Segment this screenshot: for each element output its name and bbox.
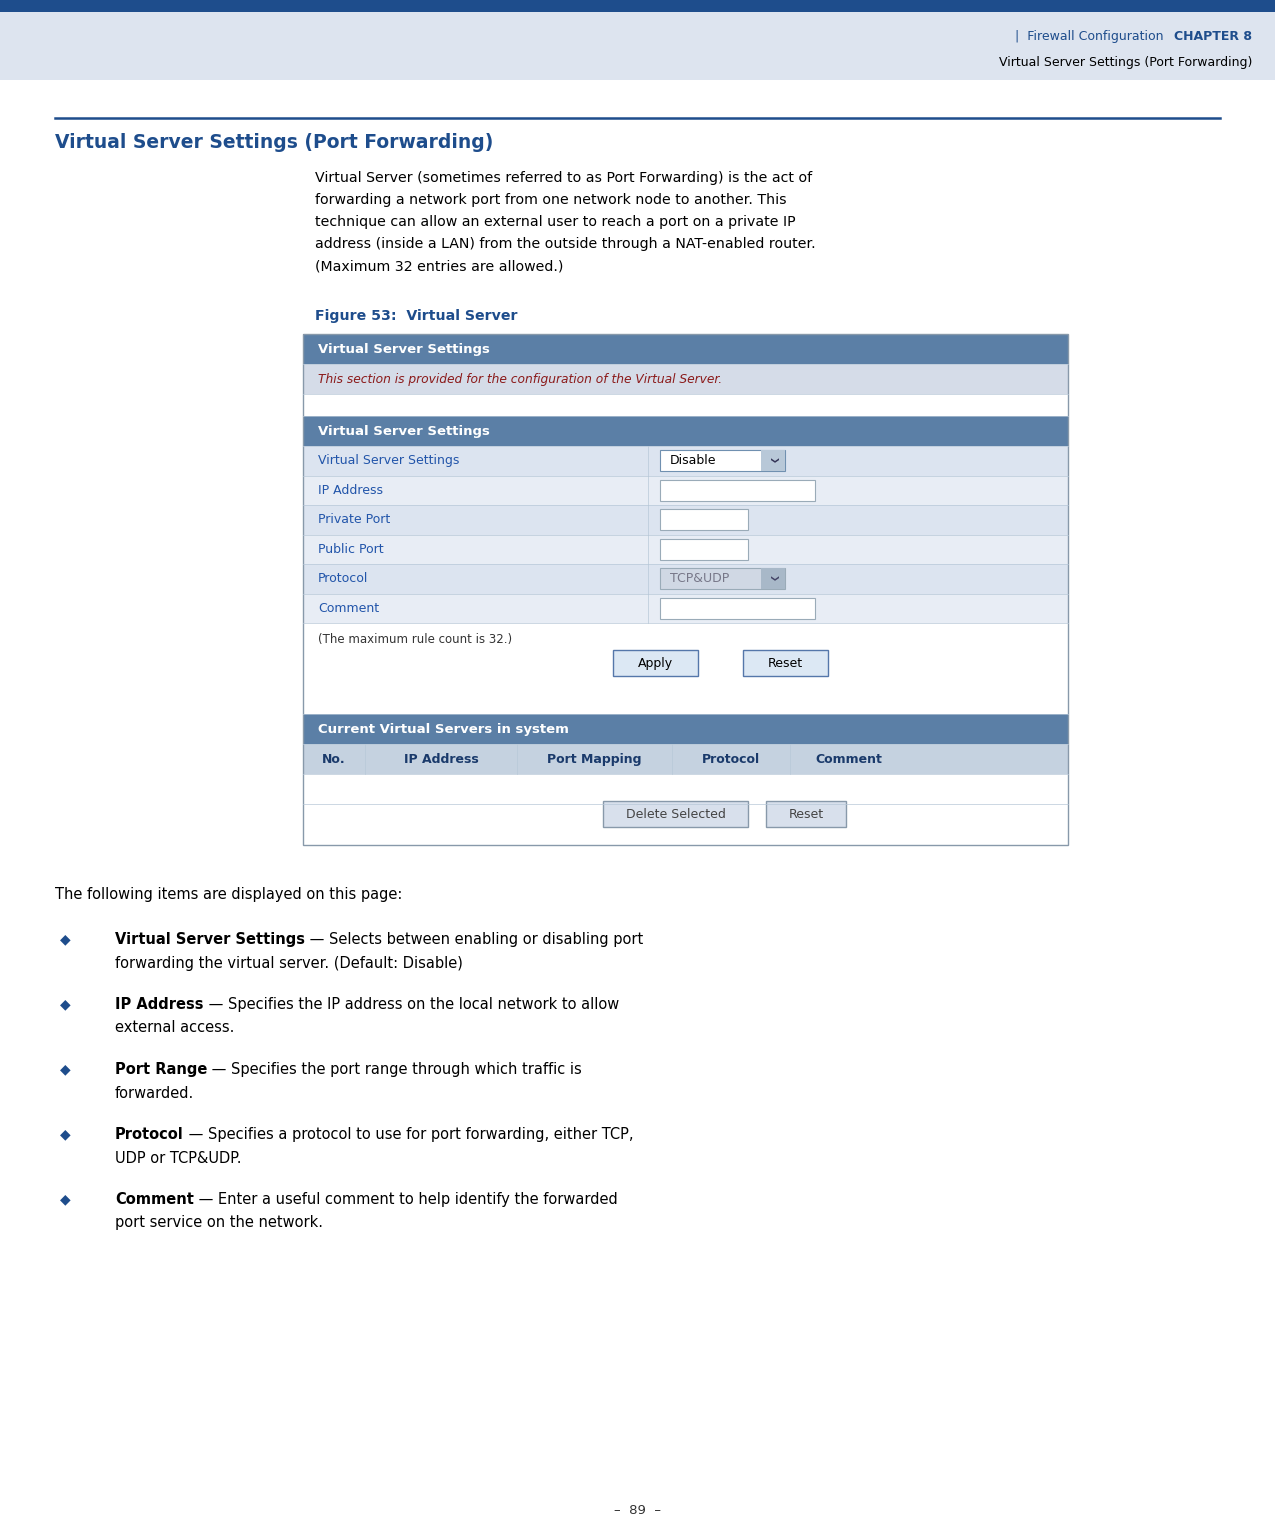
Bar	[303, 334, 1068, 365]
Text: Private Port: Private Port	[317, 513, 390, 527]
Text: forwarding the virtual server. (Default: Disable): forwarding the virtual server. (Default:…	[115, 956, 463, 970]
Text: Protocol: Protocol	[115, 1128, 184, 1141]
Bar	[0, 12, 1275, 80]
Bar	[303, 535, 1068, 564]
Text: TCP&UDP: TCP&UDP	[669, 573, 729, 585]
Text: — Specifies the port range through which traffic is: — Specifies the port range through which…	[208, 1062, 583, 1077]
Bar	[660, 539, 748, 559]
Text: Virtual Server Settings (Port Forwarding): Virtual Server Settings (Port Forwarding…	[55, 133, 493, 152]
Bar	[303, 564, 1068, 593]
Text: CHAPTER 8: CHAPTER 8	[1174, 31, 1252, 43]
Text: Apply: Apply	[638, 657, 673, 669]
Text: Virtual Server Settings: Virtual Server Settings	[317, 455, 459, 467]
Bar	[303, 506, 1068, 535]
Text: Delete Selected: Delete Selected	[626, 807, 725, 821]
Bar	[743, 650, 827, 676]
Text: Comment: Comment	[115, 1192, 194, 1207]
Text: Port Range: Port Range	[115, 1062, 208, 1077]
Text: No.: No.	[323, 752, 346, 766]
Text: port service on the network.: port service on the network.	[115, 1215, 323, 1230]
Text: ◆: ◆	[60, 931, 70, 945]
Bar	[613, 650, 697, 676]
Text: Disable: Disable	[669, 455, 717, 467]
Bar	[303, 334, 1068, 846]
Bar	[660, 597, 815, 619]
Bar	[303, 475, 1068, 506]
Bar	[660, 450, 785, 472]
Text: ❯: ❯	[769, 574, 778, 582]
Text: IP Address: IP Address	[115, 997, 204, 1013]
Text: Virtual Server (sometimes referred to as Port Forwarding) is the act of: Virtual Server (sometimes referred to as…	[315, 172, 812, 185]
Text: Public Port: Public Port	[317, 542, 384, 556]
Text: — Enter a useful comment to help identify the forwarded: — Enter a useful comment to help identif…	[194, 1192, 617, 1207]
Text: –  89  –: – 89 –	[615, 1503, 660, 1517]
Text: Comment: Comment	[816, 752, 882, 766]
Text: Virtual Server Settings (Port Forwarding): Virtual Server Settings (Port Forwarding…	[998, 57, 1252, 69]
Text: IP Address: IP Address	[317, 484, 382, 496]
Text: Protocol: Protocol	[317, 573, 368, 585]
Text: ◆: ◆	[60, 997, 70, 1011]
Text: Current Virtual Servers in system: Current Virtual Servers in system	[317, 723, 569, 735]
Bar	[303, 394, 1068, 417]
Text: ◆: ◆	[60, 1062, 70, 1075]
Text: (The maximum rule count is 32.): (The maximum rule count is 32.)	[317, 633, 513, 647]
Bar	[0, 0, 1275, 12]
Bar	[660, 568, 785, 590]
Bar	[761, 450, 785, 472]
Text: ◆: ◆	[60, 1192, 70, 1206]
Text: Virtual Server Settings: Virtual Server Settings	[115, 931, 305, 947]
Bar	[761, 568, 785, 590]
Text: forwarding a network port from one network node to another. This: forwarding a network port from one netwo…	[315, 193, 787, 207]
Text: — Specifies a protocol to use for port forwarding, either TCP,: — Specifies a protocol to use for port f…	[184, 1128, 634, 1141]
Text: Protocol: Protocol	[703, 752, 760, 766]
Bar	[303, 774, 1068, 804]
Text: forwarded.: forwarded.	[115, 1086, 194, 1100]
Text: UDP or TCP&UDP.: UDP or TCP&UDP.	[115, 1151, 241, 1166]
Text: Figure 53:  Virtual Server: Figure 53: Virtual Server	[315, 309, 518, 323]
Text: ❯: ❯	[769, 457, 778, 464]
Text: The following items are displayed on this page:: The following items are displayed on thi…	[55, 887, 403, 902]
Bar	[303, 365, 1068, 394]
Bar	[603, 801, 748, 827]
Bar	[303, 446, 1068, 475]
Text: external access.: external access.	[115, 1020, 235, 1036]
Bar	[303, 417, 1068, 446]
Text: address (inside a LAN) from the outside through a NAT-enabled router.: address (inside a LAN) from the outside …	[315, 237, 816, 251]
Bar	[303, 714, 1068, 745]
Text: technique can allow an external user to reach a port on a private IP: technique can allow an external user to …	[315, 214, 796, 228]
Bar	[766, 801, 847, 827]
Text: Reset: Reset	[768, 657, 803, 669]
Text: Reset: Reset	[788, 807, 824, 821]
Text: Comment: Comment	[317, 602, 379, 614]
Text: Port Mapping: Port Mapping	[547, 752, 641, 766]
Text: IP Address: IP Address	[404, 752, 478, 766]
Text: Virtual Server Settings: Virtual Server Settings	[317, 343, 490, 355]
Text: ◆: ◆	[60, 1128, 70, 1141]
Bar	[303, 745, 1068, 774]
Bar	[660, 480, 815, 501]
Text: Virtual Server Settings: Virtual Server Settings	[317, 424, 490, 438]
Bar	[303, 593, 1068, 624]
Bar	[660, 509, 748, 530]
Bar	[303, 696, 1068, 714]
Text: |  Firewall Configuration: | Firewall Configuration	[1007, 31, 1164, 43]
Text: — Selects between enabling or disabling port: — Selects between enabling or disabling …	[305, 931, 644, 947]
Text: This section is provided for the configuration of the Virtual Server.: This section is provided for the configu…	[317, 372, 722, 386]
Text: — Specifies the IP address on the local network to allow: — Specifies the IP address on the local …	[204, 997, 618, 1013]
Text: (Maximum 32 entries are allowed.): (Maximum 32 entries are allowed.)	[315, 259, 564, 273]
